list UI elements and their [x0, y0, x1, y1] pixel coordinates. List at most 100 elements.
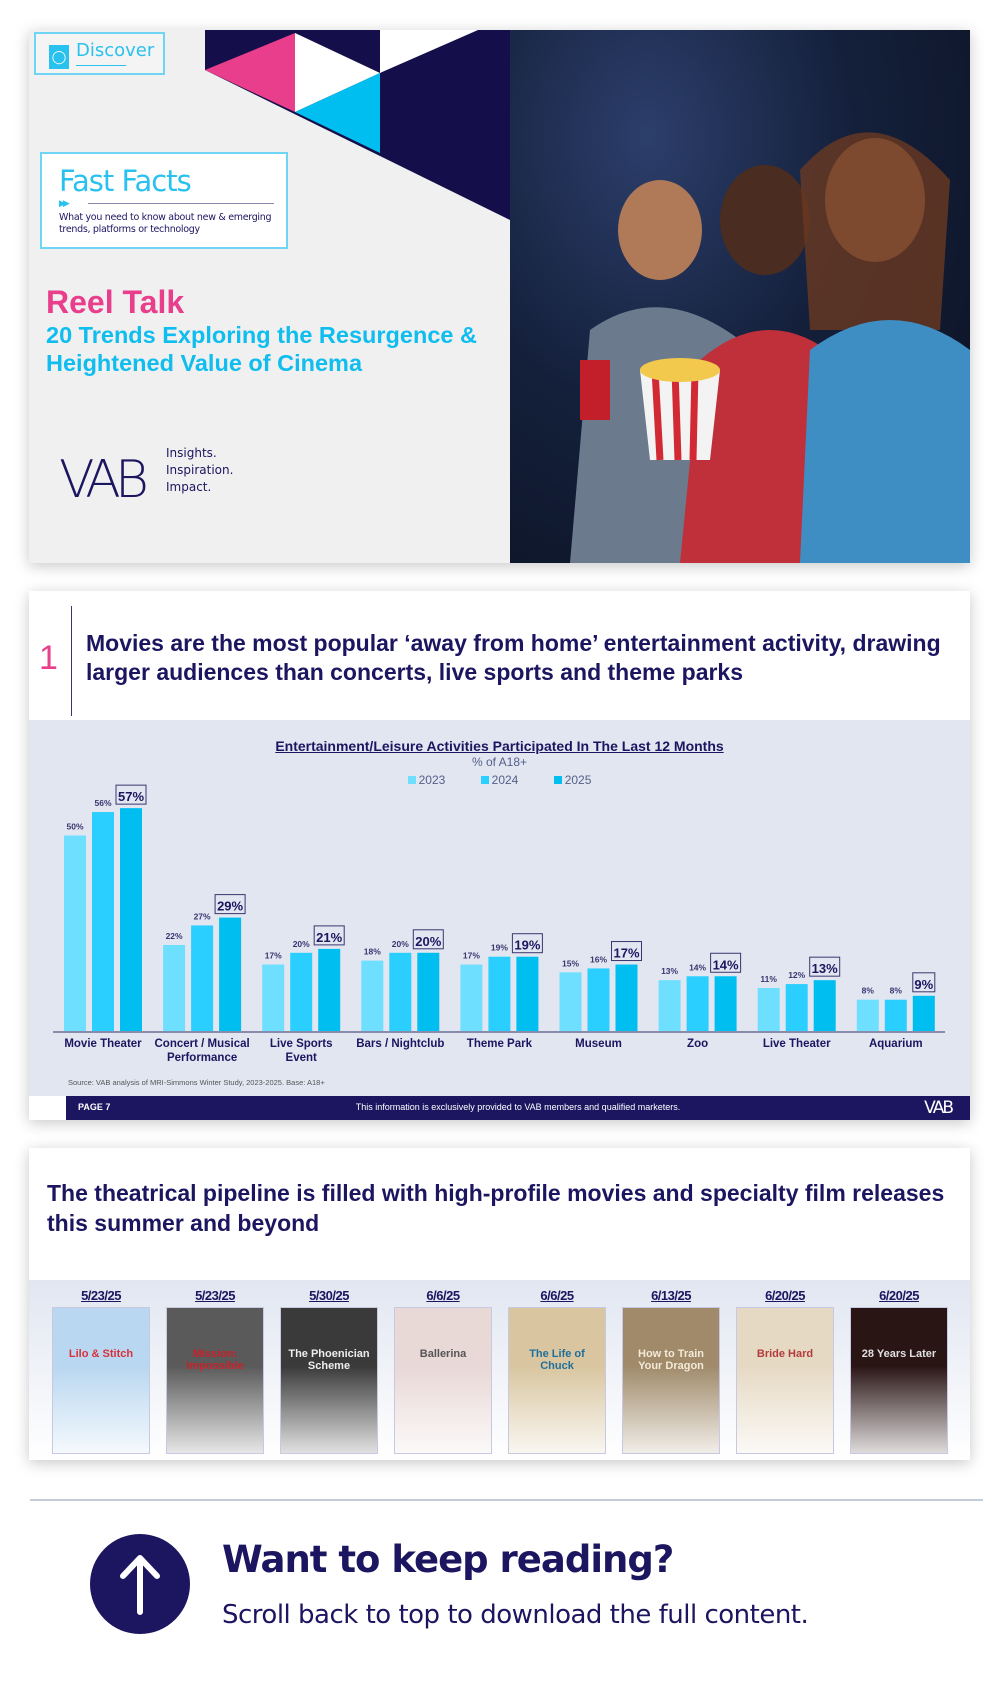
- release-date: 6/6/25: [540, 1288, 574, 1303]
- releases-slide: The theatrical pipeline is filled with h…: [29, 1148, 970, 1460]
- arrow-up-icon: [120, 1555, 160, 1615]
- release-date: 6/6/25: [426, 1288, 460, 1303]
- data-label: 56%: [94, 798, 111, 808]
- data-label: 22%: [166, 931, 183, 941]
- movie-poster[interactable]: The Phoenician Scheme: [280, 1307, 378, 1454]
- bar-2025: [714, 976, 737, 1031]
- movie-poster[interactable]: Mission: Impossible: [166, 1307, 264, 1454]
- bar-2025: [417, 952, 440, 1031]
- chart-subtitle: % of A18+: [471, 755, 528, 769]
- data-label: 57%: [118, 789, 144, 804]
- fast-forward-icon: ▶▶: [59, 198, 70, 208]
- data-label-box: [511, 933, 543, 954]
- section-divider: [30, 1499, 983, 1501]
- bar-2023: [163, 944, 186, 1031]
- discover-badge[interactable]: ◯ Discover: [34, 32, 165, 75]
- fast-facts-title: Fast Facts: [59, 164, 192, 198]
- category-label: Live Theater: [763, 1038, 831, 1050]
- category-label: Live Sports: [270, 1038, 333, 1050]
- category-label: Theme Park: [467, 1038, 533, 1050]
- movie-poster[interactable]: Ballerina: [394, 1307, 492, 1454]
- bar-2024: [785, 984, 808, 1031]
- data-label: 29%: [217, 899, 243, 914]
- release-posters: 5/23/25 Lilo & Stitch 5/23/25 Mission: Impo…: [29, 1280, 970, 1460]
- movie-poster[interactable]: 28 Years Later: [850, 1307, 948, 1454]
- category-label: Performance: [167, 1052, 237, 1064]
- report-subtitle: 20 Trends Exploring the Resurgence & Hei…: [46, 322, 477, 376]
- movie-poster[interactable]: The Life of Chuck: [508, 1307, 606, 1454]
- report-title: Reel Talk: [46, 284, 185, 320]
- bar-2024: [92, 812, 114, 1031]
- data-label: 12%: [788, 970, 805, 980]
- movie-poster[interactable]: How to Train Your Dragon: [622, 1307, 720, 1454]
- bar-2025: [516, 956, 539, 1031]
- legend-item: 2025: [553, 773, 591, 787]
- category-label: Bars / Nightclub: [356, 1038, 444, 1050]
- data-label-box: [710, 952, 742, 973]
- category-label: Museum: [575, 1038, 622, 1050]
- release-date: 5/23/25: [195, 1288, 235, 1303]
- legend-item: 2024: [480, 773, 518, 787]
- bar-2024: [884, 999, 907, 1031]
- fast-facts-box: Fast Facts ▶▶ What you need to know abou…: [40, 152, 288, 249]
- slide-footer: PAGE 7 This information is exclusively p…: [66, 1096, 970, 1120]
- tagline-line: Impact.: [166, 480, 212, 494]
- data-label-box: [214, 894, 246, 915]
- bar-2023: [64, 835, 86, 1031]
- data-label-box: [412, 929, 444, 950]
- bar-2025: [219, 917, 242, 1031]
- category-label: Zoo: [687, 1038, 708, 1050]
- tagline-line: Insights.: [166, 446, 217, 460]
- data-label: 17%: [463, 951, 480, 961]
- category-label: Concert / Musical: [154, 1038, 249, 1050]
- data-label: 17%: [265, 951, 282, 961]
- data-label: 8%: [890, 986, 903, 996]
- poster-title: 28 Years Later: [861, 1348, 937, 1360]
- cinema-audience-photo: [510, 30, 970, 563]
- bar-2024: [587, 968, 610, 1031]
- footer-logo: VAB: [924, 1098, 954, 1118]
- cta-heading: Want to keep reading?: [222, 1538, 674, 1581]
- chart-title: Entertainment/Leisure Activities Partici…: [275, 738, 724, 754]
- data-label-box: [809, 956, 841, 977]
- poster-title: Bride Hard: [756, 1348, 814, 1360]
- data-label: 15%: [562, 958, 579, 968]
- movie-poster[interactable]: Lilo & Stitch: [52, 1307, 150, 1454]
- bar-chart: 50% 56% 57% Movie Theater 22% 27% 29% Concert /…: [53, 784, 945, 1064]
- bar-2025: [318, 948, 341, 1031]
- legend-item: 2023: [407, 773, 445, 787]
- data-label: 21%: [316, 930, 342, 945]
- bar-2024: [686, 976, 709, 1031]
- category-label: Aquarium: [869, 1038, 923, 1050]
- chart-area: Entertainment/Leisure Activities Partici…: [29, 720, 970, 1096]
- audience-illustration: [570, 132, 970, 563]
- cta-text: Scroll back to top to download the full …: [222, 1600, 809, 1630]
- data-label: 18%: [364, 947, 381, 957]
- bar-2024: [389, 952, 412, 1031]
- poster-title: Ballerina: [419, 1348, 467, 1360]
- bar-2023: [262, 964, 285, 1031]
- data-label-box: [611, 941, 642, 962]
- footer-disclaimer: This information is exclusively provided…: [355, 1102, 681, 1112]
- release-date: 6/13/25: [651, 1288, 691, 1303]
- data-label: 9%: [914, 977, 933, 992]
- data-label: 20%: [415, 934, 441, 949]
- data-label-box: [313, 925, 345, 946]
- category-label: Event: [286, 1052, 317, 1064]
- slide-heading: Movies are the most popular ‘away from h…: [86, 630, 941, 685]
- bar-2025: [912, 995, 935, 1031]
- data-label: 19%: [491, 943, 508, 953]
- scroll-to-top-button[interactable]: [90, 1534, 190, 1634]
- bar-2024: [191, 925, 214, 1031]
- movie-poster[interactable]: Bride Hard: [736, 1307, 834, 1454]
- bar-2023: [658, 980, 681, 1031]
- data-label-box: [912, 972, 936, 993]
- data-label: 19%: [514, 938, 540, 953]
- release-date: 6/20/25: [879, 1288, 919, 1303]
- page-number: PAGE 7: [78, 1102, 111, 1112]
- bar-2025: [813, 980, 836, 1031]
- data-label: 16%: [590, 954, 607, 964]
- data-label-box: [115, 784, 147, 805]
- data-label: 14%: [713, 957, 739, 972]
- data-label: 13%: [812, 961, 838, 976]
